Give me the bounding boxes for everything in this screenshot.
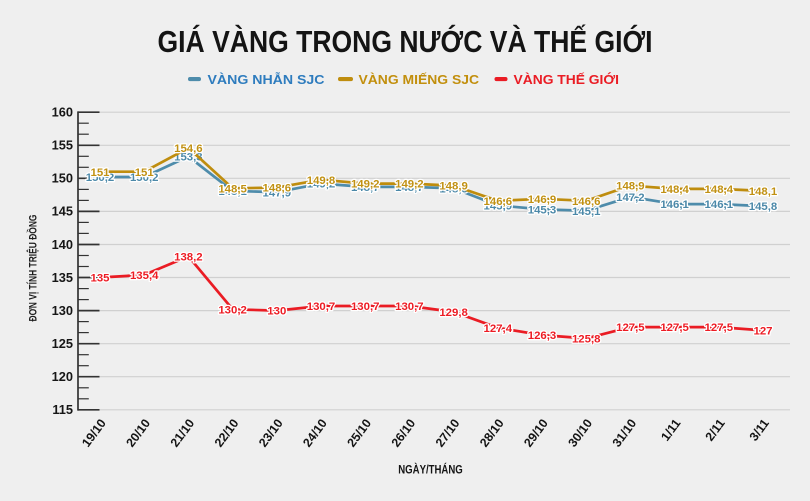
svg-text:130,7: 130,7 xyxy=(307,301,336,313)
svg-text:146,1: 146,1 xyxy=(660,199,689,211)
svg-text:147,2: 147,2 xyxy=(616,192,645,204)
svg-text:135: 135 xyxy=(52,270,73,285)
svg-text:148,4: 148,4 xyxy=(660,184,689,196)
svg-text:130,7: 130,7 xyxy=(395,301,424,313)
svg-text:115: 115 xyxy=(52,402,73,417)
svg-text:145: 145 xyxy=(52,204,73,219)
svg-text:146,9: 146,9 xyxy=(528,194,557,206)
svg-text:125: 125 xyxy=(52,336,73,351)
svg-text:146,6: 146,6 xyxy=(572,196,601,208)
svg-text:127,5: 127,5 xyxy=(616,322,645,334)
svg-text:140: 140 xyxy=(52,237,73,252)
svg-text:150: 150 xyxy=(52,171,73,186)
svg-text:135,4: 135,4 xyxy=(130,270,159,282)
svg-text:GIÁ VÀNG TRONG NƯỚC VÀ THẾ GIỚ: GIÁ VÀNG TRONG NƯỚC VÀ THẾ GIỚI xyxy=(158,23,653,59)
svg-text:NGÀY/THÁNG: NGÀY/THÁNG xyxy=(398,464,463,477)
svg-text:150,2: 150,2 xyxy=(130,172,159,184)
svg-text:146,1: 146,1 xyxy=(705,199,734,211)
svg-text:135: 135 xyxy=(90,273,110,285)
svg-text:ĐƠN VỊ TÍNH TRIỆU ĐỒNG: ĐƠN VỊ TÍNH TRIỆU ĐỒNG xyxy=(27,215,40,322)
svg-text:127: 127 xyxy=(753,326,772,338)
svg-text:147,9: 147,9 xyxy=(263,187,292,199)
svg-text:127,5: 127,5 xyxy=(660,322,689,334)
svg-text:146,6: 146,6 xyxy=(484,196,513,208)
svg-text:148,5: 148,5 xyxy=(218,183,247,195)
svg-text:130,7: 130,7 xyxy=(351,301,380,313)
svg-text:155: 155 xyxy=(52,138,73,153)
svg-text:145,3: 145,3 xyxy=(528,205,557,217)
svg-text:VÀNG MIẾNG SJC: VÀNG MIẾNG SJC xyxy=(359,72,480,87)
svg-text:127,4: 127,4 xyxy=(484,323,513,335)
svg-text:120: 120 xyxy=(52,369,73,384)
svg-text:125,8: 125,8 xyxy=(572,334,601,346)
svg-text:138,2: 138,2 xyxy=(174,252,203,264)
svg-text:160: 160 xyxy=(52,105,73,120)
svg-text:148,6: 148,6 xyxy=(263,183,292,195)
svg-text:130: 130 xyxy=(267,306,286,318)
svg-text:VÀNG THẾ GIỚI: VÀNG THẾ GIỚI xyxy=(514,72,620,87)
svg-text:148,9: 148,9 xyxy=(439,181,468,193)
svg-text:145,9: 145,9 xyxy=(484,201,513,213)
svg-text:130,2: 130,2 xyxy=(218,304,247,316)
svg-text:154,6: 154,6 xyxy=(174,143,203,155)
svg-text:130: 130 xyxy=(52,303,73,318)
svg-text:VÀNG NHẪN SJC: VÀNG NHẪN SJC xyxy=(208,72,325,87)
svg-text:127,5: 127,5 xyxy=(705,322,734,334)
svg-text:148,1: 148,1 xyxy=(749,186,778,198)
svg-text:129,8: 129,8 xyxy=(439,307,468,319)
svg-text:149,2: 149,2 xyxy=(351,179,380,191)
svg-text:126,3: 126,3 xyxy=(528,330,557,342)
svg-text:149,8: 149,8 xyxy=(307,175,336,187)
svg-text:151: 151 xyxy=(90,167,110,179)
svg-text:151: 151 xyxy=(135,167,155,179)
svg-text:145,1: 145,1 xyxy=(572,206,601,218)
svg-text:150,2: 150,2 xyxy=(86,172,115,184)
svg-text:149,2: 149,2 xyxy=(395,179,424,191)
svg-text:148,4: 148,4 xyxy=(705,184,734,196)
svg-text:145,8: 145,8 xyxy=(749,201,778,213)
svg-text:148,9: 148,9 xyxy=(616,181,645,193)
